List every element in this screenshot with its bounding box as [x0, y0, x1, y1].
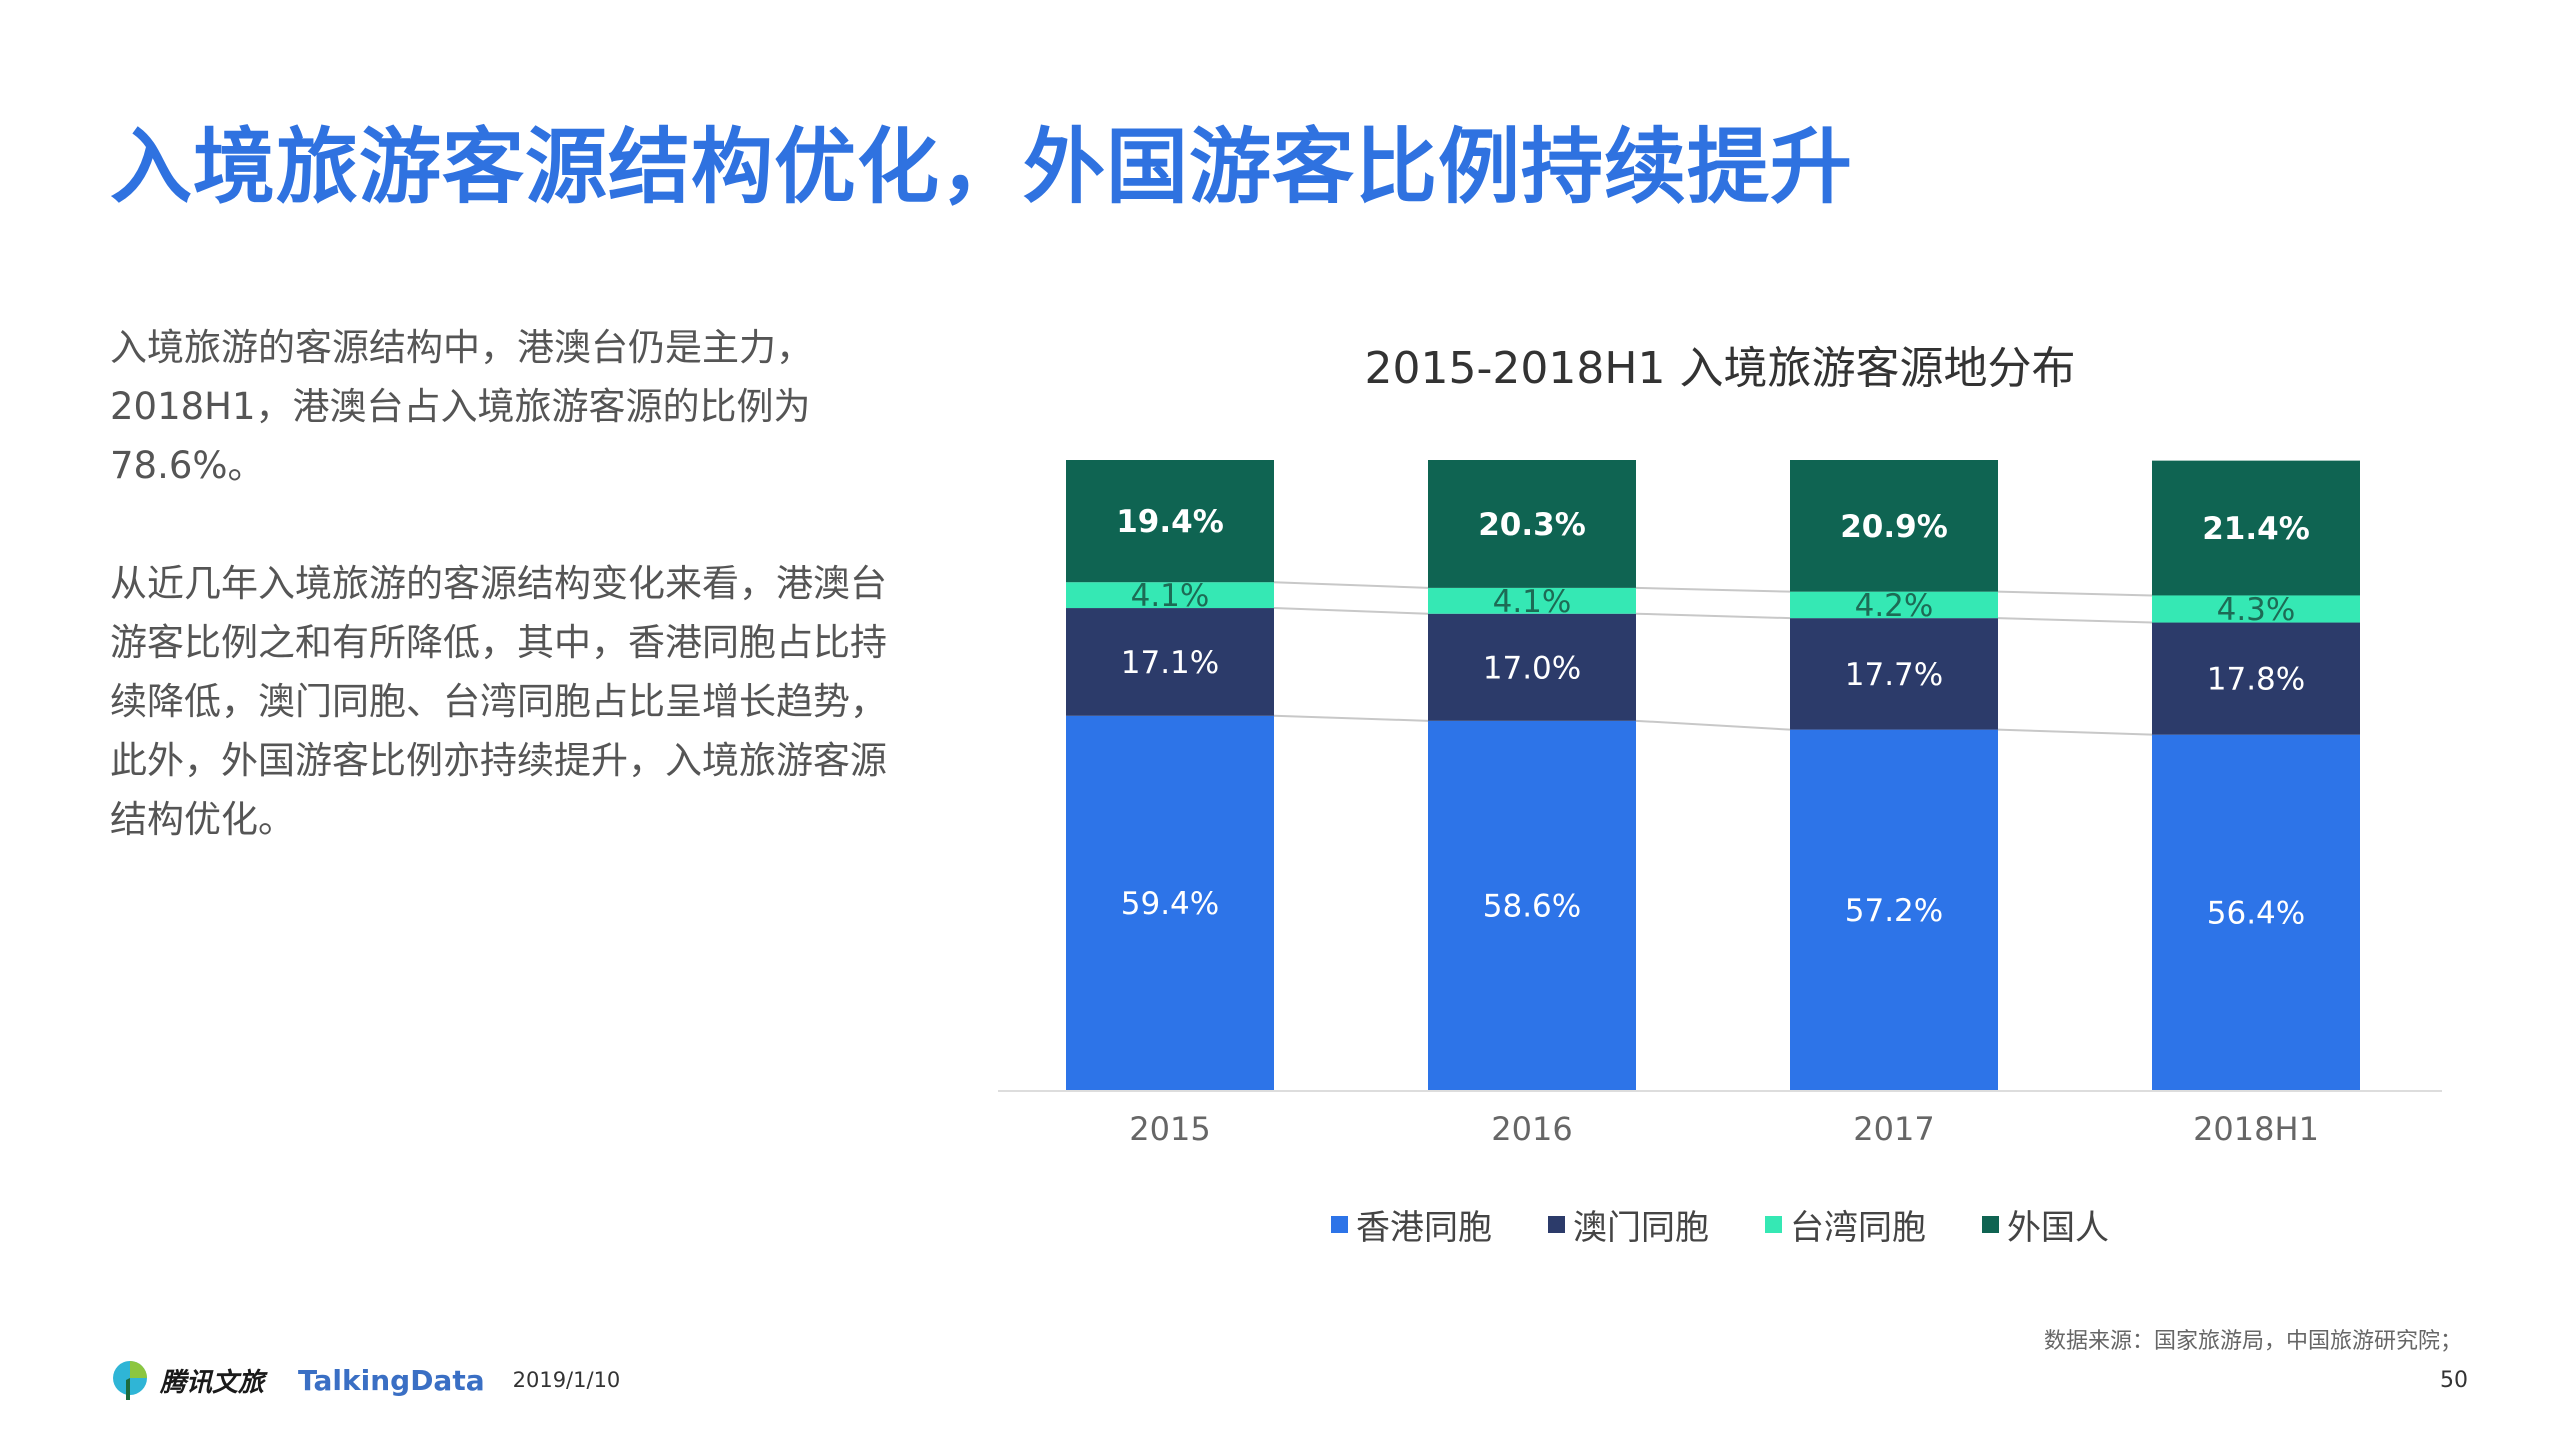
bar-segment-foreign-2016	[1428, 460, 1636, 588]
connector-line-taiwan-1	[1635, 586, 1791, 593]
bar-segment-hongkong-2017	[1790, 729, 1998, 1090]
paragraph-summary: 入境旅游的客源结构中，港澳台仍是主力，2018H1，港澳台占入境旅游客源的比例为…	[110, 326, 813, 487]
legend-swatch-foreign	[1982, 1216, 1999, 1233]
connector-line-hongkong-0	[1273, 714, 1429, 722]
tencent-culture-logo-text: 腾讯文旅	[160, 1367, 265, 1398]
data-label-foreign-2017: 20.9%	[1840, 509, 1948, 545]
x-tick-label-2015: 2015	[1129, 1110, 1210, 1148]
data-label-taiwan-2017: 4.2%	[1855, 588, 1934, 624]
connector-line-macau-2	[1997, 617, 2153, 624]
source-note: 数据来源：国家旅游局，中国旅游研究院；	[2043, 1329, 2462, 1354]
legend-swatch-hongkong	[1331, 1216, 1348, 1233]
page-number: 50	[2440, 1368, 2468, 1393]
chart-title: 2015-2018H1 入境旅游客源地分布	[1364, 343, 2076, 394]
data-label-taiwan-2016: 4.1%	[1493, 584, 1572, 620]
stacked-bar-chart: 59.4% 17.1% 4.1% 19.4% 2015 58.6% 17.0% 4.1% 20.…	[998, 460, 2442, 1148]
bar-segment-hongkong-2018H1	[2152, 734, 2360, 1090]
bar-segment-taiwan-2015	[1066, 582, 1274, 609]
connector-line-macau-0	[1273, 607, 1429, 615]
x-tick-label-2017: 2017	[1853, 1110, 1934, 1148]
legend-item-foreign: 外国人	[1982, 1200, 2109, 1249]
legend-label-hongkong: 香港同胞	[1356, 1208, 1492, 1248]
bar-segment-foreign-2017	[1790, 460, 1998, 592]
talkingdata-logo: TalkingData	[298, 1363, 485, 1397]
legend-label-macau: 澳门同胞	[1573, 1208, 1709, 1248]
data-label-macau-2015: 17.1%	[1121, 645, 1219, 681]
legend-item-macau: 澳门同胞	[1548, 1200, 1709, 1249]
data-label-macau-2016: 17.0%	[1483, 650, 1581, 686]
data-label-foreign-2018H1: 21.4%	[2202, 511, 2310, 547]
data-label-macau-2018H1: 17.8%	[2207, 662, 2305, 698]
bar-segment-macau-2016	[1428, 613, 1636, 721]
bar-segment-foreign-2018H1	[2152, 460, 2360, 596]
data-label-hongkong-2017: 57.2%	[1845, 893, 1943, 929]
connector-line-taiwan-0	[1273, 581, 1429, 589]
data-label-hongkong-2018H1: 56.4%	[2207, 895, 2305, 931]
tencent-culture-logo-icon	[113, 1361, 147, 1400]
data-label-taiwan-2018H1: 4.3%	[2217, 592, 2296, 628]
chart-legend: 香港同胞 澳门同胞 台湾同胞 外国人	[1000, 1200, 2440, 1249]
footer: 腾讯文旅 TalkingData 2019/1/10	[110, 1358, 620, 1402]
bar-segment-taiwan-2016	[1428, 587, 1636, 614]
data-label-macau-2017: 17.7%	[1845, 657, 1943, 693]
page-title: 入境旅游客源结构优化，外国游客比例持续提升	[110, 120, 1854, 215]
connector-line-hongkong-2	[1997, 728, 2153, 736]
legend-swatch-taiwan	[1765, 1216, 1782, 1233]
report-date: 2019/1/10	[512, 1368, 621, 1392]
bar-segment-macau-2018H1	[2152, 622, 2360, 735]
legend-item-hongkong: 香港同胞	[1331, 1200, 1492, 1249]
bar-segment-taiwan-2017	[1790, 591, 1998, 619]
connector-line-macau-1	[1635, 612, 1791, 620]
bar-segment-foreign-2015	[1066, 460, 1274, 583]
bar-segment-taiwan-2018H1	[2152, 595, 2360, 623]
data-label-taiwan-2015: 4.1%	[1131, 578, 1210, 614]
connector-line-hongkong-1	[1635, 719, 1791, 731]
x-tick-label-2018H1: 2018H1	[2193, 1110, 2319, 1148]
data-label-foreign-2015: 19.4%	[1116, 504, 1224, 540]
body-text: 入境旅游的客源结构中，港澳台仍是主力，2018H1，港澳台占入境旅游客源的比例为…	[110, 318, 900, 908]
legend-swatch-macau	[1548, 1216, 1565, 1233]
legend-item-taiwan: 台湾同胞	[1765, 1200, 1926, 1249]
paragraph-trend: 从近几年入境旅游的客源结构变化来看，港澳台游客比例之和有所降低，其中，香港同胞占…	[110, 562, 887, 841]
bar-segment-hongkong-2015	[1066, 715, 1274, 1090]
bar-segment-macau-2017	[1790, 618, 1998, 730]
legend-label-taiwan: 台湾同胞	[1790, 1208, 1926, 1248]
connector-line-taiwan-2	[1997, 590, 2153, 597]
bar-segment-hongkong-2016	[1428, 720, 1636, 1090]
data-label-hongkong-2016: 58.6%	[1483, 888, 1581, 924]
legend-label-foreign: 外国人	[2007, 1208, 2109, 1248]
data-label-foreign-2016: 20.3%	[1478, 507, 1586, 543]
data-label-hongkong-2015: 59.4%	[1121, 886, 1219, 922]
x-tick-label-2016: 2016	[1491, 1110, 1572, 1148]
bar-segment-macau-2015	[1066, 608, 1274, 716]
